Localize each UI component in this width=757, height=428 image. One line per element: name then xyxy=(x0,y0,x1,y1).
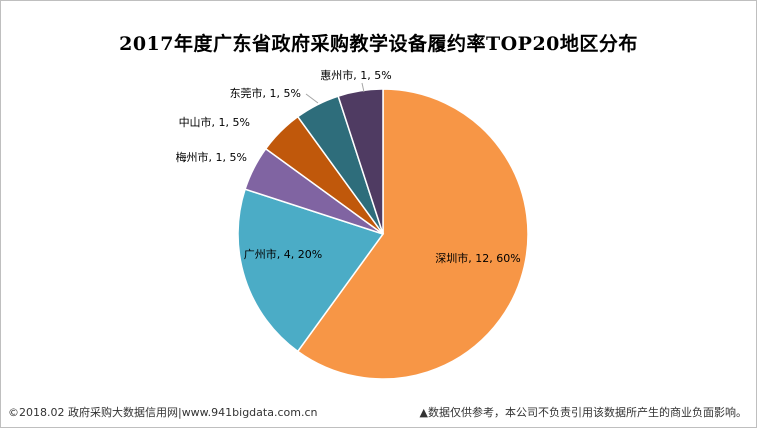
leader-line-6 xyxy=(361,82,365,93)
data-label-1: 深圳市, 12, 60% xyxy=(435,251,520,265)
data-label-5: 东莞市, 1, 5% xyxy=(230,86,301,100)
pie-slice-6 xyxy=(337,88,384,235)
data-label-4: 中山市, 1, 5% xyxy=(179,115,250,129)
data-label-6: 惠州市, 1, 5% xyxy=(320,68,391,82)
leader-line-5 xyxy=(305,93,319,104)
pie-slice-1 xyxy=(296,88,529,380)
data-label-2: 广州市, 4, 20% xyxy=(244,247,322,261)
chart-title: 2017年度广东省政府采购教学设备履约率TOP20地区分布 xyxy=(119,33,638,55)
source-note: ©2018.02 政府采购大数据信用网|www.941bigdata.com.c… xyxy=(8,406,318,419)
disclaimer-note: ▲数据仅供参考，本公司不负责引用该数据所产生的商业负面影响。 xyxy=(419,406,747,419)
pie-slice-2 xyxy=(237,188,385,353)
data-label-3: 梅州市, 1, 5% xyxy=(176,150,247,164)
